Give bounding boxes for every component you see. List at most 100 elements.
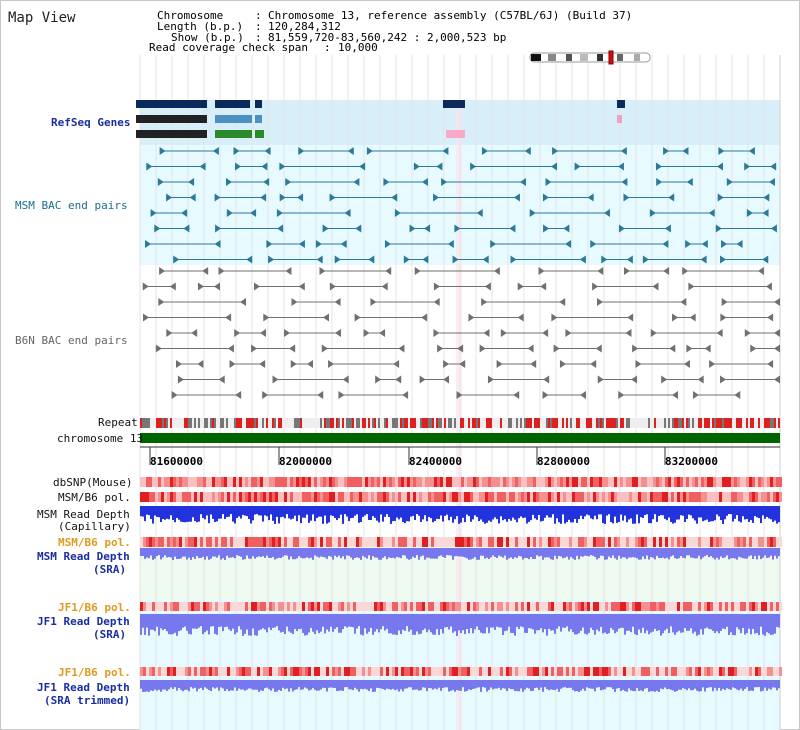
depth-bar [348,548,350,556]
refseq-genes-label[interactable]: RefSeq Genes [51,116,131,129]
depth-bar [248,548,250,559]
heat-cell [548,477,551,487]
heat-cell [467,492,470,502]
heat-cell [533,492,536,502]
msm-bac-pair-end [715,224,722,233]
depth-bar [220,506,222,519]
heat-cell [689,602,692,611]
depth-bar [314,680,316,690]
depth-bar [182,614,184,628]
repeat-segment [146,418,148,428]
heat-cell [725,537,728,547]
heat-cell [293,667,296,676]
heat-cell [656,602,659,611]
heat-cell [494,492,497,502]
depth-bar [456,506,458,517]
depth-bar [636,548,638,559]
repeat-segment [268,418,270,428]
repeat-segment [184,418,186,428]
heat-cell [371,537,374,547]
refseq-gene [136,115,207,123]
depth-bar [252,680,254,690]
heat-cell [698,492,701,502]
heat-cell [758,667,761,676]
heat-cell [731,667,734,676]
msm-bac-pair-end [574,162,581,171]
heat-cell [773,477,776,487]
depth-bar [198,506,200,522]
repeat-segment [552,418,554,428]
heat-cell [284,537,287,547]
depth-bar [310,548,312,558]
heat-cell [143,492,146,502]
depth-bar [320,680,322,690]
repeat-segment [388,418,390,428]
depth-bar [444,614,446,628]
depth-bar [480,548,482,556]
heat-cell [455,477,458,487]
b6n-bac-pair-end [721,298,728,306]
heat-cell [188,477,191,487]
repeat-segment [438,418,440,428]
heat-cell [368,667,371,676]
depth-bar [214,548,216,557]
heat-cell [659,537,662,547]
heat-cell [494,667,497,676]
msm-bac-pair-end [226,209,233,217]
depth-bar [272,680,274,689]
depth-bar [296,614,298,632]
repeat-segment [344,418,346,428]
heat-cell [728,492,731,502]
repeat-label: Repeat [98,416,138,429]
msm-bac-pair-end [394,209,401,217]
heat-cell [464,602,467,611]
depth-bar [536,548,538,556]
depth-bar [692,680,694,691]
msm-bac-label[interactable]: MSM BAC end pairs [15,199,128,212]
depth-bar [226,614,228,627]
heat-cell [293,602,296,611]
heat-cell [374,537,377,547]
depth-bar [632,680,634,691]
heat-cell [167,492,170,502]
heat-cell [554,602,557,611]
depth-bar [772,506,774,522]
depth-bar [172,614,174,635]
heat-cell [386,477,389,487]
heat-cell [335,602,338,611]
heat-cell [671,492,674,502]
repeat-segment [224,418,226,428]
repeat-segment [384,418,386,428]
heat-cell [461,477,464,487]
heat-cell [206,492,209,502]
depth-bar [448,680,450,692]
repeat-segment [768,418,770,428]
depth-bar [534,548,536,559]
repeat-segment [746,418,748,428]
heat-cell [725,477,728,487]
b6n-bac-label[interactable]: B6N BAC end pairs [15,334,128,347]
b6n-bac-pair-end [334,329,341,337]
heat-cell [668,477,671,487]
msm-bac-pair-end [447,240,454,248]
depth-bar [548,506,550,518]
depth-bar [744,506,746,520]
heat-cell [602,537,605,547]
heat-cell [170,667,173,676]
depth-bar [146,506,148,515]
heat-cell [323,667,326,676]
repeat-segment [628,418,630,428]
depth-bar [684,680,686,689]
depth-bar [576,614,578,635]
msm-bac-pair-end [701,240,708,248]
heat-cell [206,667,209,676]
heat-cell [284,602,287,611]
heat-cell [179,477,182,487]
depth-bar [160,680,162,692]
depth-bar [684,614,686,629]
heat-cell [506,602,509,611]
depth-bar [394,680,396,691]
depth-bar [282,548,284,557]
heat-cell [152,492,155,502]
